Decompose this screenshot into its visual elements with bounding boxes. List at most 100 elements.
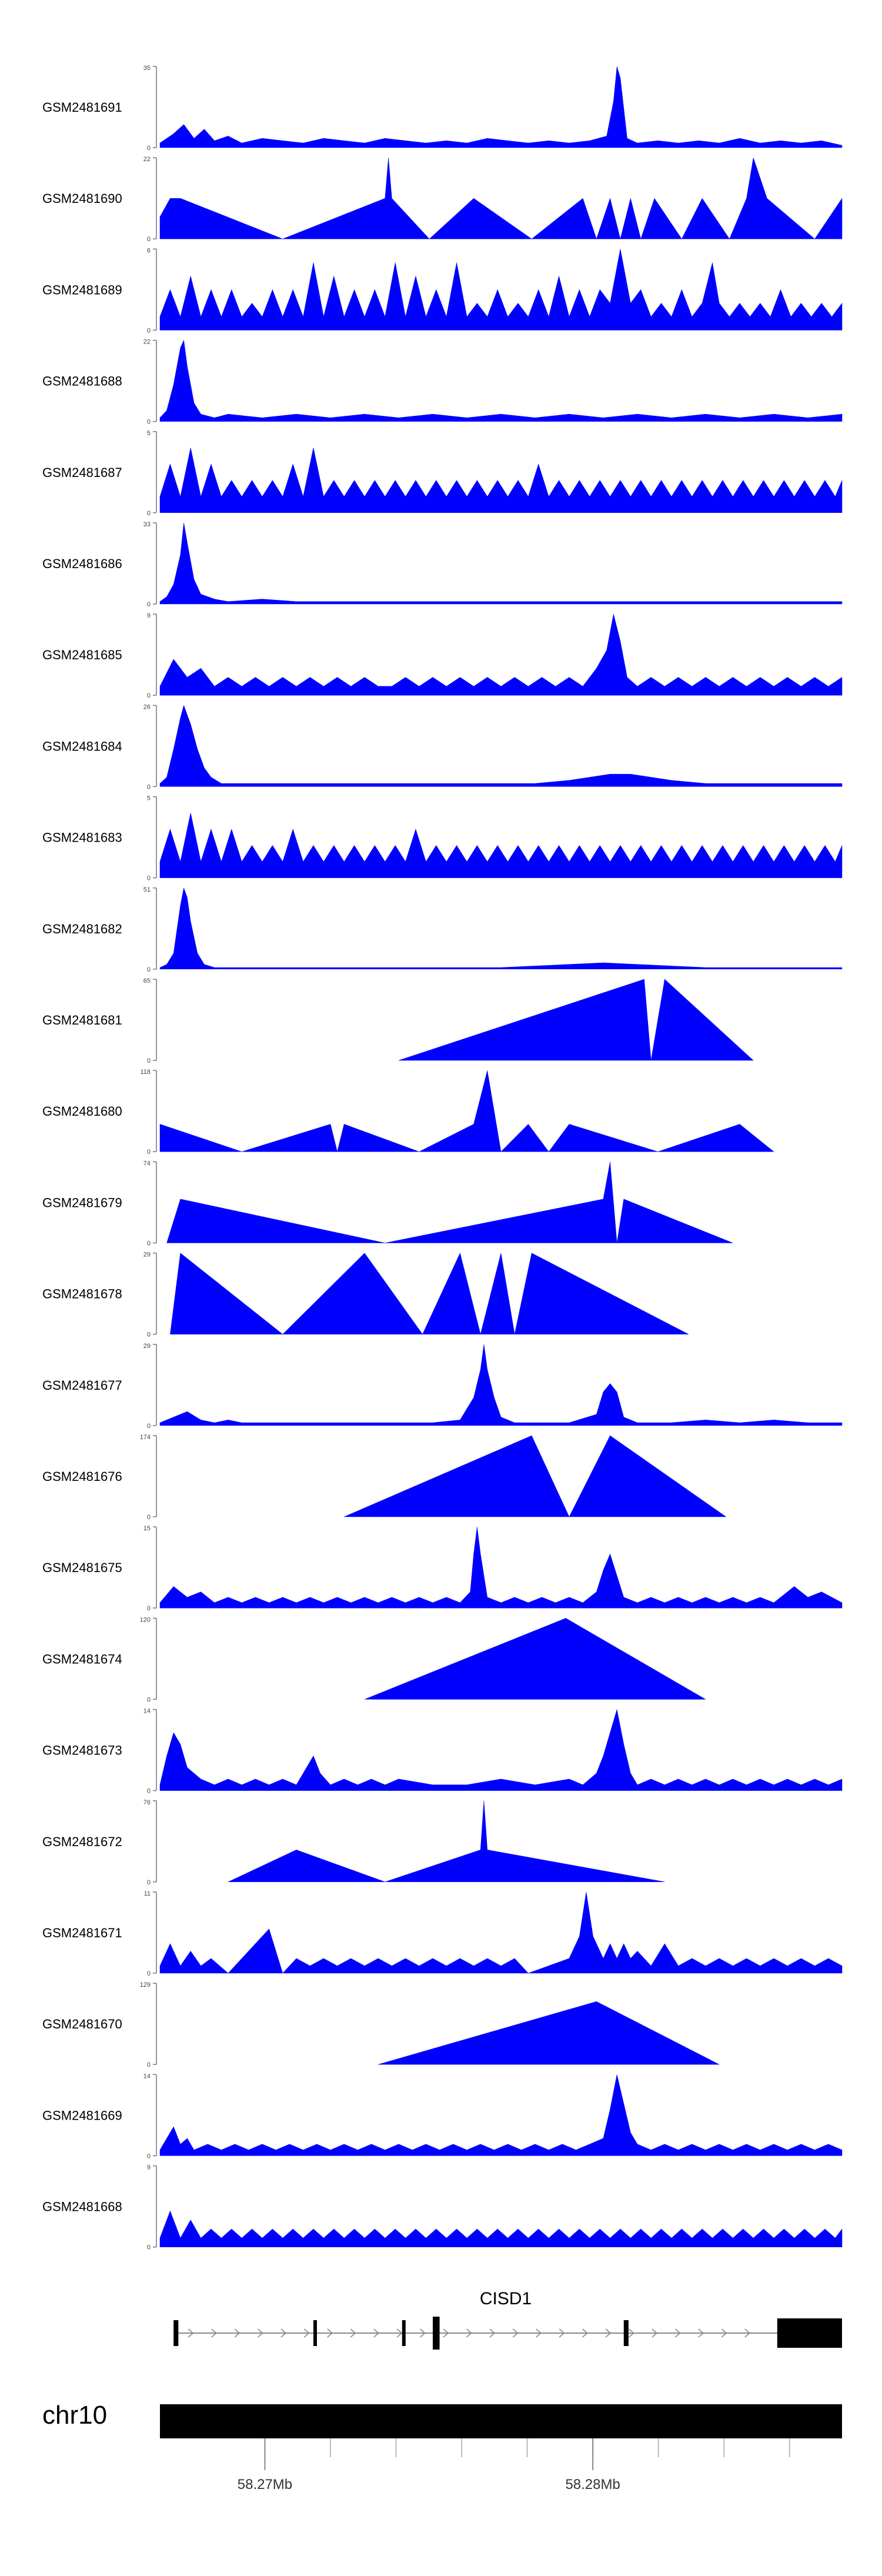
coverage-area [344,1435,727,1517]
y-zero-label: 0 [147,419,151,426]
strand-arrow [466,2328,472,2338]
coverage-area [170,1252,689,1335]
coverage-area [159,705,843,787]
coverage-area [159,1344,843,1426]
track-GSM2481691: GSM2481691 35 0 [42,65,843,152]
coverage-area [159,66,843,148]
y-max-label: 11 [144,1890,151,1897]
strand-arrow [489,2328,496,2338]
coverage-area [398,979,754,1061]
y-max-label: 26 [143,703,151,710]
coverage-area [228,1800,665,1883]
track-label: GSM2481673 [42,1743,122,1758]
y-max-label: 9 [147,612,151,619]
coverage-area [159,522,843,605]
y-zero-label: 0 [147,2244,151,2251]
y-max-label: 174 [140,1434,151,1441]
track-GSM2481673: GSM2481673 14 0 [42,1708,843,1795]
track-label: GSM2481685 [42,648,122,662]
coverage-area [159,614,843,696]
track-GSM2481690: GSM2481690 22 0 [42,156,843,243]
track-label: GSM2481678 [42,1287,122,1302]
strand-arrow [396,2328,403,2338]
y-max-label: 14 [143,2073,151,2080]
track-label: GSM2481680 [42,1104,122,1119]
track-label: GSM2481691 [42,100,122,115]
coverage-area [364,1618,706,1700]
y-zero-label: 0 [147,327,151,334]
tick-label: 58.28Mb [565,2477,620,2492]
coverage-area [159,158,843,240]
track-GSM2481679: GSM2481679 74 0 [42,1160,733,1247]
track-label: GSM2481681 [42,1013,122,1027]
exon [173,2320,179,2346]
strand-arrow [605,2328,612,2338]
y-max-label: 35 [143,65,151,72]
coverage-area [159,813,843,878]
track-GSM2481677: GSM2481677 29 0 [42,1343,843,1430]
coverage-area [159,249,843,331]
y-max-label: 29 [143,1343,151,1350]
track-GSM2481686: GSM2481686 33 0 [42,521,843,608]
y-zero-label: 0 [147,601,151,608]
y-zero-label: 0 [147,1149,151,1156]
y-max-label: 118 [140,1069,151,1076]
track-GSM2481678: GSM2481678 29 0 [42,1252,689,1339]
strand-arrow [744,2328,750,2338]
coverage-area [159,1709,843,1791]
strand-arrow [373,2328,379,2338]
exon [433,2317,440,2350]
track-GSM2481668: GSM2481668 9 0 [42,2164,843,2251]
y-max-label: 5 [147,795,151,802]
y-max-label: 33 [143,521,151,528]
y-max-label: 9 [147,2164,151,2171]
strand-arrow [721,2328,727,2338]
y-zero-label: 0 [147,1514,151,1521]
track-GSM2481680: GSM2481680 118 0 [42,1069,774,1156]
strand-arrow [582,2328,588,2338]
exon [777,2318,842,2348]
y-zero-label: 0 [147,1332,151,1339]
track-GSM2481684: GSM2481684 26 0 [42,703,843,790]
coverage-tracks: GSM2481691350GSM2481690220GSM248168960GS… [42,65,843,2251]
track-label: GSM2481682 [42,922,122,936]
track-label: GSM2481677 [42,1378,122,1393]
strand-arrow [698,2328,704,2338]
track-label: GSM2481670 [42,2017,122,2031]
y-max-label: 76 [143,1799,151,1806]
y-max-label: 29 [143,1252,151,1259]
track-label: GSM2481671 [42,1926,122,1940]
y-max-label: 22 [143,339,151,346]
y-zero-label: 0 [147,2061,151,2068]
y-max-label: 74 [143,1160,151,1167]
coverage-area [159,887,843,970]
strand-arrow [420,2328,426,2338]
track-GSM2481688: GSM2481688 22 0 [42,339,843,426]
y-zero-label: 0 [147,510,151,517]
exon [402,2320,406,2346]
chromosome-label: chr10 [42,2401,107,2430]
coverage-area [159,2210,843,2247]
y-zero-label: 0 [147,1879,151,1886]
track-GSM2481683: GSM2481683 5 0 [42,795,843,882]
strand-arrow [303,2328,310,2338]
y-zero-label: 0 [147,1696,151,1703]
exon [313,2320,317,2346]
y-zero-label: 0 [147,783,151,790]
track-GSM2481676: GSM2481676 174 0 [42,1434,727,1521]
y-max-label: 6 [147,247,151,254]
track-GSM2481672: GSM2481672 76 0 [42,1799,665,1886]
track-label: GSM2481679 [42,1195,122,1210]
y-zero-label: 0 [147,1057,151,1065]
track-label: GSM2481676 [42,1469,122,1484]
track-label: GSM2481687 [42,465,122,480]
track-GSM2481682: GSM2481682 51 0 [42,886,843,973]
y-zero-label: 0 [147,1788,151,1795]
coverage-area [159,1527,843,1609]
strand-arrow [536,2328,542,2338]
track-GSM2481675: GSM2481675 15 0 [42,1525,843,1612]
tick-label: 58.27Mb [238,2477,292,2492]
y-max-label: 14 [143,1708,151,1715]
track-GSM2481670: GSM2481670 129 0 [42,1981,720,2068]
